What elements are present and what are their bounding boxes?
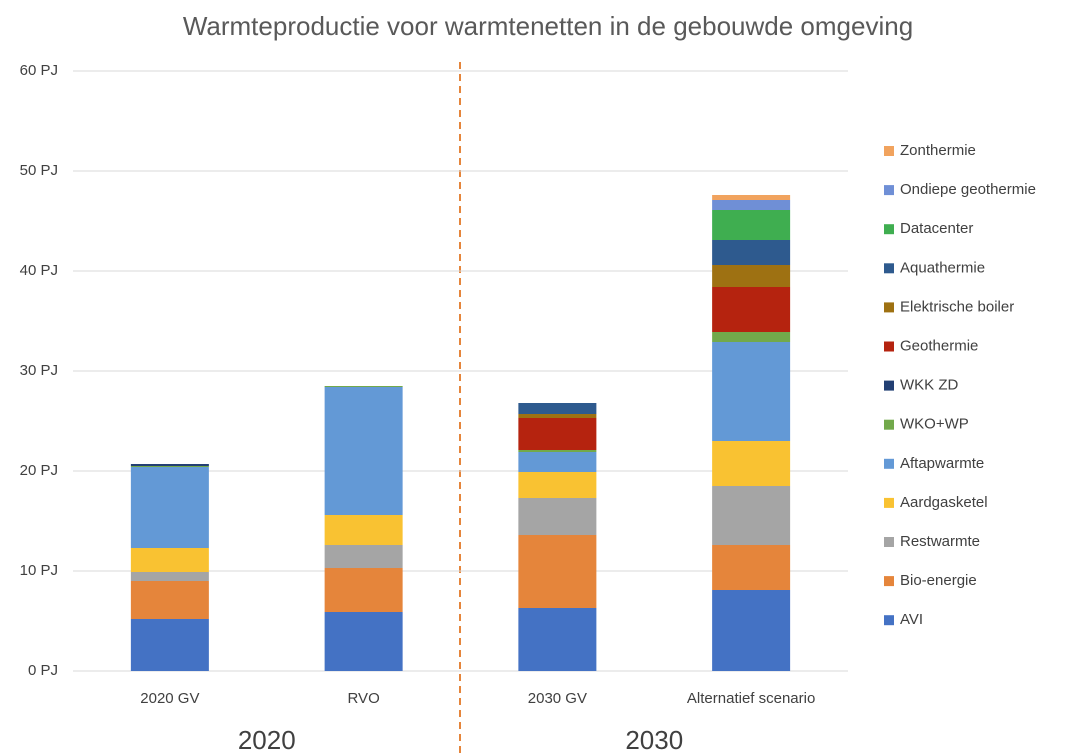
legend-swatch — [884, 458, 894, 469]
bar-segment — [518, 414, 597, 418]
y-tick-label: 50 PJ — [20, 162, 58, 179]
bar-segment — [130, 466, 209, 467]
bar-segment — [518, 450, 597, 452]
bar-segment — [130, 619, 209, 671]
legend-label: Aquathermie — [900, 259, 985, 276]
bar-segment — [712, 287, 791, 332]
legend-label: AVI — [900, 611, 923, 628]
x-tick-label: RVO — [348, 690, 380, 707]
bar-segment — [324, 386, 403, 387]
legend-swatch — [884, 185, 894, 196]
bar-segment — [324, 387, 403, 515]
chart-title: Warmteproductie voor warmtenetten in de … — [183, 11, 913, 41]
legend-label: WKK ZD — [900, 377, 958, 394]
bar-segment — [324, 568, 403, 612]
bar-segment — [712, 240, 791, 265]
bar-segment — [130, 572, 209, 581]
legend-label: Geothermie — [900, 337, 978, 354]
legend-swatch — [884, 576, 894, 587]
bar-segment — [712, 200, 791, 210]
y-tick-label: 60 PJ — [20, 62, 58, 79]
bar-segment — [130, 464, 209, 466]
bar-segment — [130, 581, 209, 619]
bar-segment — [518, 608, 597, 671]
legend-swatch — [884, 224, 894, 235]
bar-segment — [712, 265, 791, 287]
bar-segment — [130, 548, 209, 572]
bar-segment — [518, 472, 597, 498]
bar-segment — [518, 535, 597, 608]
bar-segment — [712, 486, 791, 545]
bar-segment — [518, 418, 597, 450]
legend-swatch — [884, 497, 894, 508]
legend-swatch — [884, 302, 894, 313]
x-tick-label: 2020 GV — [140, 690, 199, 707]
legend-label: Restwarmte — [900, 533, 980, 550]
legend-swatch — [884, 341, 894, 352]
legend-swatch — [884, 537, 894, 547]
legend-swatch — [884, 419, 894, 430]
y-tick-label: 40 PJ — [20, 262, 58, 279]
bar-segment — [324, 545, 403, 568]
bar-segment — [518, 452, 597, 472]
bar-segment — [518, 403, 597, 414]
legend-label: WKO+WP — [900, 416, 969, 433]
group-label: 2030 — [625, 725, 683, 755]
x-tick-label: 2030 GV — [528, 690, 587, 707]
bar-segment — [712, 545, 791, 590]
x-tick-label: Alternatief scenario — [687, 690, 815, 707]
legend-label: Bio-energie — [900, 572, 977, 589]
legend-swatch — [884, 263, 894, 274]
y-tick-label: 10 PJ — [20, 562, 58, 579]
bar-segment — [712, 332, 791, 342]
legend-label: Aardgasketel — [900, 494, 988, 511]
bar-segment — [324, 612, 403, 671]
y-tick-label: 0 PJ — [28, 662, 58, 679]
legend-label: Aftapwarmte — [900, 455, 984, 472]
bar-segment — [712, 195, 791, 200]
bar-segment — [712, 441, 791, 486]
legend-swatch — [884, 615, 894, 626]
legend-swatch — [884, 380, 894, 391]
bar-segment — [712, 210, 791, 240]
legend-label: Elektrische boiler — [900, 298, 1014, 315]
y-tick-label: 20 PJ — [20, 462, 58, 479]
group-label: 2020 — [238, 725, 296, 755]
legend-label: Zonthermie — [900, 142, 976, 159]
bar-segment — [712, 590, 791, 671]
bar-segment — [712, 342, 791, 441]
bar-segment — [518, 498, 597, 535]
bar-segment — [324, 515, 403, 545]
legend-label: Datacenter — [900, 220, 973, 237]
legend-label: Ondiepe geothermie — [900, 181, 1036, 198]
bar-segment — [130, 467, 209, 548]
legend-swatch — [884, 146, 894, 156]
y-tick-label: 30 PJ — [20, 362, 58, 379]
